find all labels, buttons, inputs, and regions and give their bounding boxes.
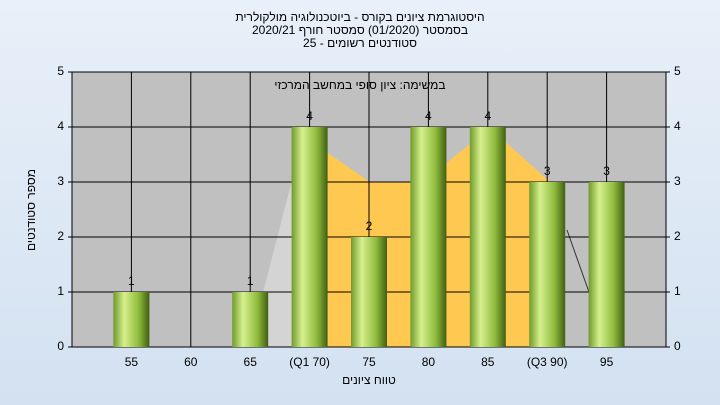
y-tick-label: 1 bbox=[57, 284, 64, 298]
bar bbox=[232, 292, 269, 347]
y2-tick-label: 0 bbox=[674, 339, 681, 353]
data-label: 4 bbox=[306, 109, 313, 123]
data-label: 3 bbox=[603, 164, 610, 178]
x-tick-label: (Q3 90) bbox=[527, 355, 568, 369]
x-tick-label: 65 bbox=[244, 355, 258, 369]
chart-subtitle: בסמסטר (01/2020) סמסטר חורף 2020/21 bbox=[252, 23, 468, 37]
bar bbox=[113, 292, 150, 347]
bar bbox=[410, 127, 447, 347]
bar bbox=[291, 127, 328, 347]
data-label: 4 bbox=[484, 109, 491, 123]
x-tick-label: (Q1 70) bbox=[289, 355, 330, 369]
data-label: 1 bbox=[247, 274, 254, 288]
y-tick-label: 4 bbox=[57, 119, 64, 133]
chart-subtitle: סטודנטים רשומים - 25 bbox=[303, 36, 417, 50]
y-tick-label: 0 bbox=[57, 339, 64, 353]
data-label: 3 bbox=[544, 164, 551, 178]
data-label: 2 bbox=[366, 219, 373, 233]
x-tick-label: 80 bbox=[422, 355, 436, 369]
y2-tick-label: 2 bbox=[674, 229, 681, 243]
y2-tick-label: 3 bbox=[674, 174, 681, 188]
x-axis-label: טווח ציונים bbox=[342, 373, 396, 387]
y2-tick-label: 4 bbox=[674, 119, 681, 133]
x-tick-label: 55 bbox=[125, 355, 139, 369]
y2-tick-label: 5 bbox=[674, 64, 681, 78]
decor-line bbox=[566, 229, 591, 296]
y-axis-label: מספר סטודנטים bbox=[24, 169, 38, 251]
y2-tick-label: 1 bbox=[674, 284, 681, 298]
data-label: 4 bbox=[425, 109, 432, 123]
x-tick-label: 85 bbox=[481, 355, 495, 369]
bar bbox=[351, 237, 387, 347]
y-tick-label: 5 bbox=[57, 64, 64, 78]
bar bbox=[529, 182, 566, 347]
x-tick-label: 95 bbox=[600, 355, 614, 369]
bar bbox=[588, 182, 625, 347]
data-label: 1 bbox=[128, 274, 135, 288]
bar bbox=[469, 127, 506, 347]
x-tick-label: 60 bbox=[184, 355, 198, 369]
chart-title: היסטוגרמת ציונים בקורס - ביוטכנולוגיה מו… bbox=[235, 10, 484, 24]
y-tick-label: 3 bbox=[57, 174, 64, 188]
annotation: במשימה: ציון סופי במחשב המרכזי bbox=[274, 78, 445, 92]
x-tick-label: 75 bbox=[362, 355, 376, 369]
y-tick-label: 2 bbox=[57, 229, 64, 243]
